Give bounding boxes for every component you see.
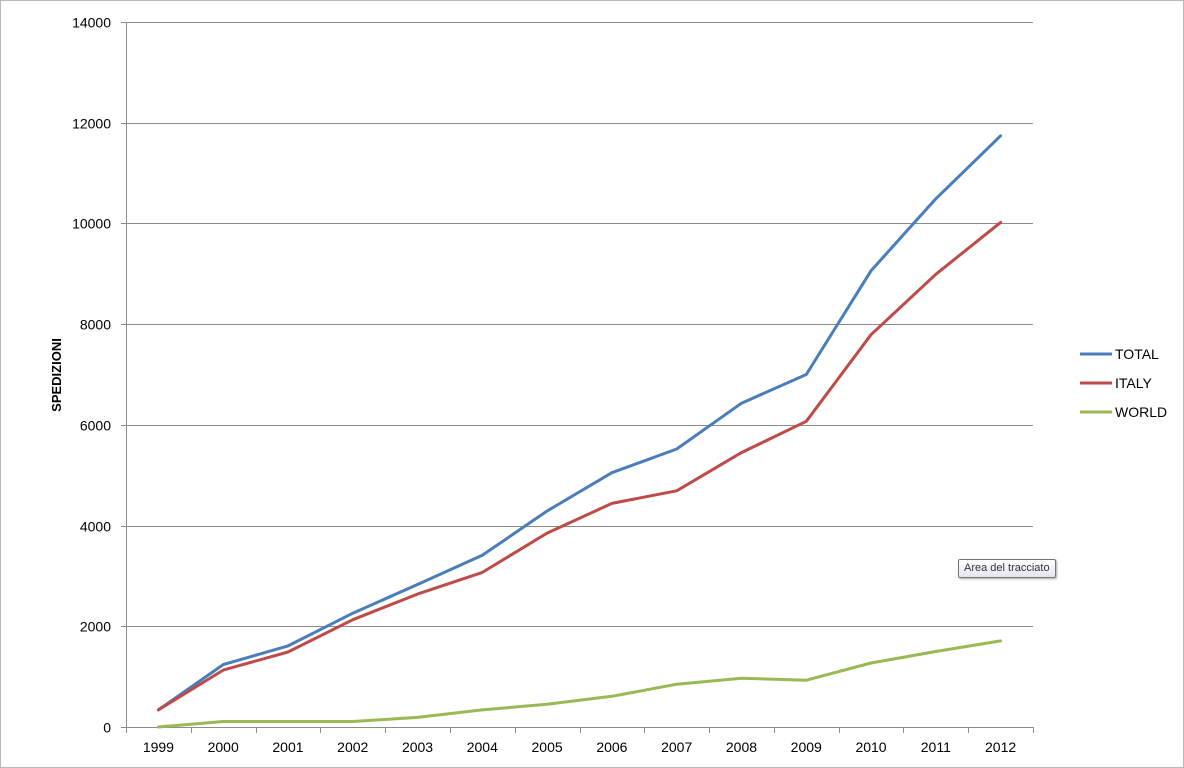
x-tick-label: 2010 bbox=[855, 739, 886, 755]
y-tick-label: 4000 bbox=[80, 519, 111, 535]
y-axis-ticks: 0 2000 4000 6000 8000 10000 12000 14000 bbox=[72, 15, 126, 736]
y-tick-label: 2000 bbox=[80, 619, 111, 635]
legend[interactable]: TOTAL ITALY WORLD bbox=[1080, 346, 1167, 420]
y-tick-label: 14000 bbox=[72, 15, 111, 31]
x-tick-label: 1999 bbox=[143, 739, 174, 755]
x-tick-label: 2009 bbox=[791, 739, 822, 755]
y-axis-title: SPEDIZIONI bbox=[49, 338, 64, 412]
legend-label-world[interactable]: WORLD bbox=[1115, 404, 1167, 420]
plot-area-tooltip: Area del tracciato bbox=[958, 559, 1056, 578]
x-tick-label: 2003 bbox=[402, 739, 433, 755]
y-tick-label: 6000 bbox=[80, 418, 111, 434]
x-tick-label: 2002 bbox=[337, 739, 368, 755]
x-tick-label: 2000 bbox=[208, 739, 239, 755]
axes bbox=[126, 22, 1033, 728]
y-tick-label: 12000 bbox=[72, 116, 111, 132]
x-tick-label: 2001 bbox=[272, 739, 303, 755]
gridlines bbox=[126, 22, 1033, 627]
x-tick-label: 2005 bbox=[532, 739, 563, 755]
legend-label-total[interactable]: TOTAL bbox=[1115, 346, 1159, 362]
x-tick-label: 2012 bbox=[985, 739, 1016, 755]
x-axis-ticks: 1999 2000 2001 2002 2003 2004 2005 2006 2007 2008… bbox=[126, 727, 1034, 755]
x-tick-label: 2008 bbox=[726, 739, 757, 755]
legend-label-italy[interactable]: ITALY bbox=[1115, 375, 1152, 391]
x-tick-label: 2007 bbox=[661, 739, 692, 755]
series-line-italy[interactable] bbox=[156, 220, 1003, 712]
x-tick-label: 2006 bbox=[596, 739, 627, 755]
series-line-world[interactable] bbox=[156, 639, 1003, 729]
y-tick-label: 8000 bbox=[80, 317, 111, 333]
series-lines[interactable] bbox=[156, 134, 1003, 729]
x-tick-label: 2011 bbox=[921, 739, 951, 755]
series-line-total[interactable] bbox=[156, 134, 1003, 712]
y-tick-label: 0 bbox=[103, 720, 111, 736]
x-tick-label: 2004 bbox=[467, 739, 498, 755]
y-tick-label: 10000 bbox=[72, 216, 111, 232]
